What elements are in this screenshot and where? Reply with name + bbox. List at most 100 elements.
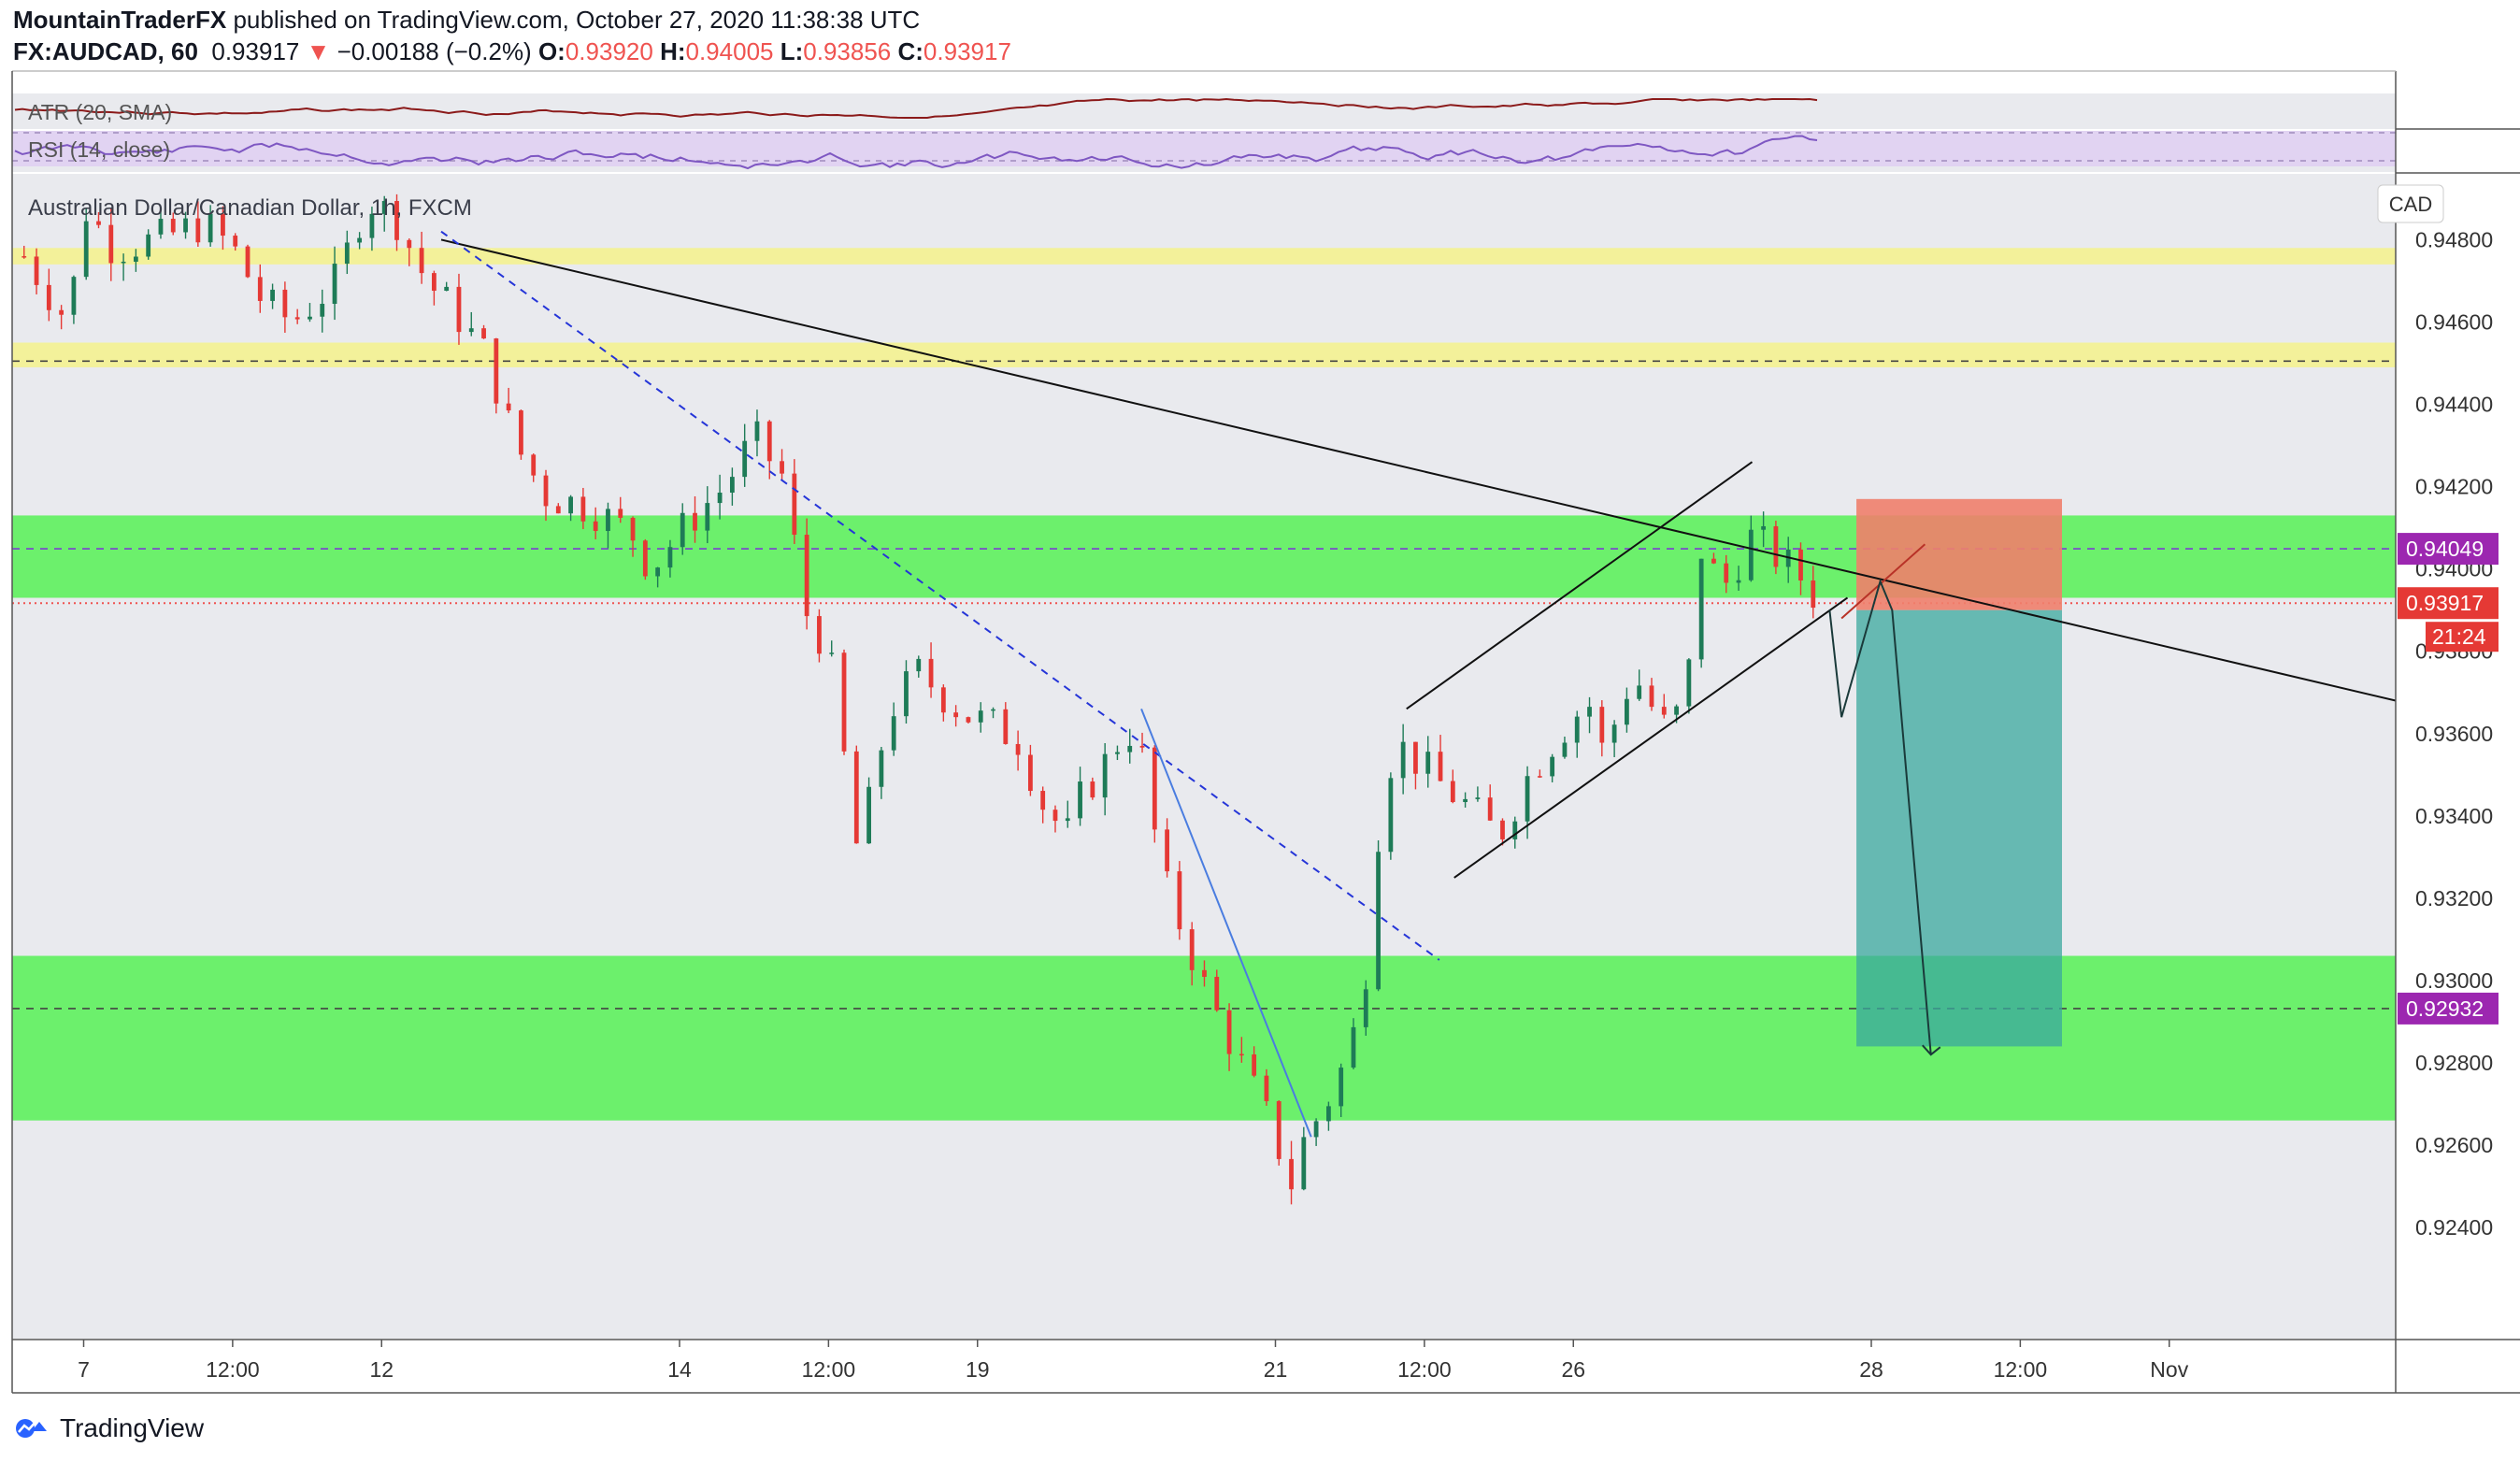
take-profit-zone	[1856, 609, 2062, 1047]
candle	[904, 671, 909, 717]
zone-yellow-0	[12, 248, 2396, 265]
candle	[1127, 745, 1133, 752]
candle	[841, 652, 847, 752]
candle	[21, 256, 27, 258]
candle	[780, 461, 784, 474]
trendlines-layer	[440, 230, 2396, 1138]
candle	[83, 221, 89, 278]
candle	[1202, 969, 1207, 977]
countdown-badge	[2426, 622, 2499, 652]
candle	[1574, 716, 1580, 743]
candle	[519, 410, 523, 455]
candle	[1512, 821, 1518, 839]
tradingview-brand[interactable]: TradingView	[60, 1413, 205, 1442]
currency-button[interactable]	[2377, 184, 2444, 223]
trendline-2	[1140, 708, 1312, 1138]
y-tick-label: 0.94400	[2415, 393, 2493, 417]
price-chart[interactable]: ATR (20, SMA) RSI (14, close) Australian…	[0, 0, 2520, 1402]
candle	[1090, 781, 1095, 798]
candle	[866, 786, 871, 844]
candle	[1811, 580, 1816, 609]
candle	[1388, 778, 1394, 853]
x-tick-label: 19	[966, 1357, 990, 1382]
candle	[580, 496, 586, 522]
candle	[1463, 798, 1468, 803]
candle	[1351, 1026, 1356, 1068]
candle	[1313, 1121, 1319, 1138]
candle	[991, 709, 995, 711]
short-position-layer	[1856, 498, 2062, 1047]
candle	[1724, 563, 1729, 583]
y-tick-label: 0.94200	[2415, 475, 2493, 499]
trendline-5	[1840, 543, 1926, 620]
candle	[46, 284, 51, 310]
candle	[332, 264, 337, 305]
candle	[1649, 685, 1654, 708]
candle	[568, 496, 573, 514]
candle	[1177, 871, 1182, 930]
candle	[1475, 797, 1481, 799]
symbol-label: FX:AUDCAD, 60	[13, 37, 198, 65]
candle	[829, 652, 835, 654]
candle	[344, 242, 350, 265]
candle	[1736, 580, 1741, 583]
candle	[705, 503, 710, 531]
candle	[978, 710, 983, 723]
atr-line	[14, 97, 1818, 119]
x-tick-label: 12:00	[206, 1357, 260, 1382]
candle	[1438, 752, 1443, 781]
candle	[1252, 1054, 1257, 1076]
candle	[369, 213, 375, 238]
candle	[1115, 752, 1120, 754]
candle	[431, 273, 437, 292]
candle	[1748, 529, 1754, 580]
candle	[1798, 549, 1803, 581]
candle	[543, 475, 549, 507]
y-tick-label: 0.93000	[2415, 968, 2493, 993]
candle	[966, 717, 971, 723]
candle	[1674, 706, 1679, 715]
candle	[953, 712, 959, 718]
candle	[1078, 781, 1082, 819]
candle	[1425, 752, 1431, 774]
candle	[1139, 745, 1145, 748]
current-price-label: 0.93917	[2406, 591, 2484, 615]
candle	[1152, 747, 1157, 830]
trendline-3	[1406, 461, 1754, 710]
y-tick-label: 0.93400	[2415, 804, 2493, 828]
tradingview-logo-icon	[16, 1419, 47, 1438]
candle	[1239, 1054, 1244, 1056]
candle	[195, 218, 201, 243]
candle	[1339, 1068, 1344, 1107]
candle	[1214, 976, 1220, 1010]
price-labels: 0.94049 0.92932 0.93917 21:24	[2398, 533, 2499, 1025]
candle	[618, 509, 623, 518]
rsi-line	[14, 135, 1818, 170]
projection-path	[1828, 578, 1932, 1055]
candle	[891, 716, 896, 751]
candle	[407, 239, 412, 249]
trendline-1	[440, 230, 1440, 961]
candle	[642, 540, 648, 577]
last-price: 0.93917	[211, 37, 300, 65]
candle	[320, 304, 325, 317]
y-tick-label: 0.92800	[2415, 1051, 2493, 1075]
open-value: 0.93920	[565, 37, 653, 65]
x-tick-label: 7	[78, 1357, 90, 1382]
candle	[1487, 797, 1493, 821]
candle	[146, 234, 151, 257]
close-value: 0.93917	[923, 37, 1011, 65]
author-name[interactable]: MountainTraderFX	[13, 6, 227, 34]
candle	[270, 289, 275, 301]
candle	[593, 521, 598, 532]
price-change: −0.00188 (−0.2%)	[336, 37, 532, 65]
candle	[170, 219, 176, 233]
candle	[1698, 558, 1704, 660]
candle	[1376, 852, 1381, 990]
low-value: 0.93856	[803, 37, 892, 65]
current-price-badge	[2398, 587, 2499, 620]
candle	[655, 567, 661, 577]
candle	[1165, 829, 1170, 872]
candle	[1625, 698, 1629, 725]
candle	[1711, 558, 1716, 564]
